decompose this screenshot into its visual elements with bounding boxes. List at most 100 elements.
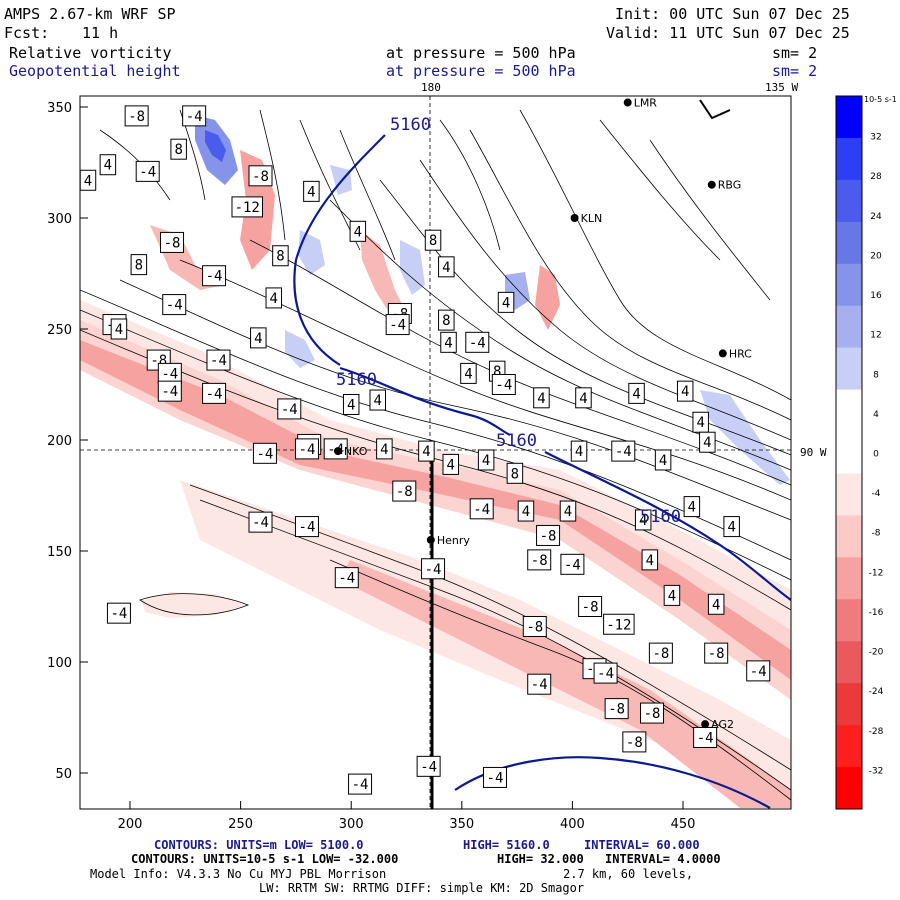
svg-text:4: 4	[579, 391, 587, 407]
pos-vorticity-patch-2	[400, 240, 425, 295]
svg-text:4: 4	[442, 260, 450, 276]
colorbar-segment	[836, 179, 862, 223]
vorticity-contour-label: 4	[99, 154, 117, 176]
svg-text:-4: -4	[299, 520, 316, 536]
colorbar-segment	[836, 431, 862, 474]
x-tick-label: 200	[118, 817, 143, 832]
vorticity-contour-label: 4	[265, 287, 283, 309]
svg-text:-4: -4	[166, 298, 183, 314]
svg-text:4: 4	[254, 331, 262, 347]
station-label: Henry	[437, 534, 471, 547]
svg-text:-8: -8	[526, 619, 543, 635]
svg-text:-4: -4	[615, 444, 632, 460]
vorticity-contour-label: 4	[692, 411, 709, 433]
station-label: NKO	[344, 445, 368, 458]
svg-text:-12: -12	[606, 617, 631, 633]
svg-text:4: 4	[639, 513, 647, 529]
height-label: 5160	[640, 507, 681, 527]
vorticity-contour-label: -4	[206, 349, 231, 371]
station-marker	[333, 447, 342, 456]
svg-text:4: 4	[482, 453, 490, 469]
svg-text:-8: -8	[626, 735, 643, 751]
vorticity-contour-label: 4	[628, 382, 645, 404]
station-marker	[707, 180, 716, 189]
footer-line1-c: INTERVAL= 60.000	[584, 838, 700, 852]
svg-text:4: 4	[447, 457, 455, 473]
svg-text:4: 4	[727, 520, 735, 536]
svg-text:4: 4	[84, 173, 92, 189]
vorticity-contour-label: -4	[277, 398, 302, 420]
svg-text:-4: -4	[473, 502, 490, 518]
pos-vorticity-patch-1	[298, 230, 325, 275]
vorticity-contour-label: -4	[593, 662, 618, 684]
vorticity-contour-label: 4	[460, 362, 477, 384]
field2-level: at pressure = 500 hPa	[386, 62, 576, 80]
x-tick-label: 400	[560, 817, 585, 832]
colorbar-frame	[835, 95, 863, 810]
vorticity-contour-label: 4	[369, 389, 386, 411]
svg-text:4: 4	[374, 393, 382, 409]
colorbar-label: -12	[869, 568, 884, 578]
svg-text:-4: -4	[252, 515, 269, 531]
station-marker	[426, 535, 435, 544]
vorticity-contour-label: -4	[385, 314, 410, 336]
svg-text:4: 4	[564, 504, 572, 520]
y-tick-label: 350	[47, 101, 72, 116]
svg-text:4: 4	[422, 444, 430, 460]
vorticity-contour-label: -4	[248, 511, 273, 533]
svg-text:4: 4	[696, 415, 704, 431]
vorticity-contour-label: 4	[570, 440, 588, 462]
footer-line1-b: HIGH= 5160.0	[463, 838, 550, 852]
vorticity-contour-label: 4	[517, 500, 535, 522]
vorticity-contour-label: 4	[676, 380, 694, 402]
svg-text:4: 4	[464, 366, 472, 382]
svg-text:-4: -4	[750, 664, 767, 680]
svg-text:4: 4	[703, 435, 711, 451]
neg-vorticity-band-3	[80, 340, 791, 680]
colorbar-label: 24	[870, 212, 882, 222]
colorbar-segment	[836, 515, 862, 558]
colorbar-label: 20	[870, 251, 882, 261]
colorbar-label: 0	[873, 450, 879, 460]
svg-text:8: 8	[174, 142, 182, 158]
colorbar-segment	[836, 137, 862, 181]
vorticity-contour-label: -4	[469, 498, 494, 520]
neg-vorticity-band-south-2	[340, 560, 791, 808]
vorticity-contour-label: 4	[533, 387, 550, 409]
footer-line3: Model Info: V4.3.3 No Cu MYJ PBL Morriso…	[90, 867, 387, 881]
svg-text:-4: -4	[564, 557, 581, 573]
colorbar-label: 32	[870, 133, 881, 143]
svg-text:-4: -4	[352, 777, 369, 793]
vorticity-label-layer: -8-484-4-8-124-88-4-48444-88-484-84-8-4-…	[80, 105, 771, 795]
svg-text:4: 4	[681, 384, 689, 400]
y-tick-label: 300	[47, 212, 72, 227]
colorbar-label: 4	[873, 410, 879, 420]
lon-label-right-top: 135 W	[765, 81, 799, 94]
footer-line2-c: INTERVAL= 4.0000	[605, 852, 721, 866]
vorticity-contour-label: 4	[707, 593, 725, 615]
svg-text:-4: -4	[420, 759, 437, 775]
vorticity-contour-label: 4	[683, 496, 701, 518]
vorticity-contour-label: -8	[248, 165, 273, 187]
vorticity-contour-label: -4	[416, 755, 441, 777]
svg-text:-8: -8	[252, 169, 269, 185]
svg-text:-4: -4	[338, 571, 355, 587]
svg-text:4: 4	[347, 397, 355, 413]
colorbar-label: 16	[870, 291, 882, 301]
station-marker	[701, 720, 710, 729]
svg-text:4: 4	[646, 553, 654, 569]
colorbar-label: -8	[872, 529, 881, 539]
x-tick-label: 250	[228, 817, 253, 832]
height-label: 5160	[390, 115, 431, 135]
vorticity-contour-label: 4	[654, 449, 672, 471]
vorticity-contour-label: -4	[491, 374, 516, 395]
colorbar-segment	[836, 725, 862, 768]
svg-text:4: 4	[502, 295, 510, 311]
field1-smoothing: sm= 2	[772, 44, 818, 62]
height-label: 5160	[496, 431, 537, 451]
svg-text:-12: -12	[235, 200, 260, 216]
svg-text:-8: -8	[708, 646, 725, 662]
svg-text:-4: -4	[487, 770, 504, 786]
footer-line4: LW: RRTM SW: RRTMG DIFF: simple KM: 2D S…	[259, 881, 585, 895]
